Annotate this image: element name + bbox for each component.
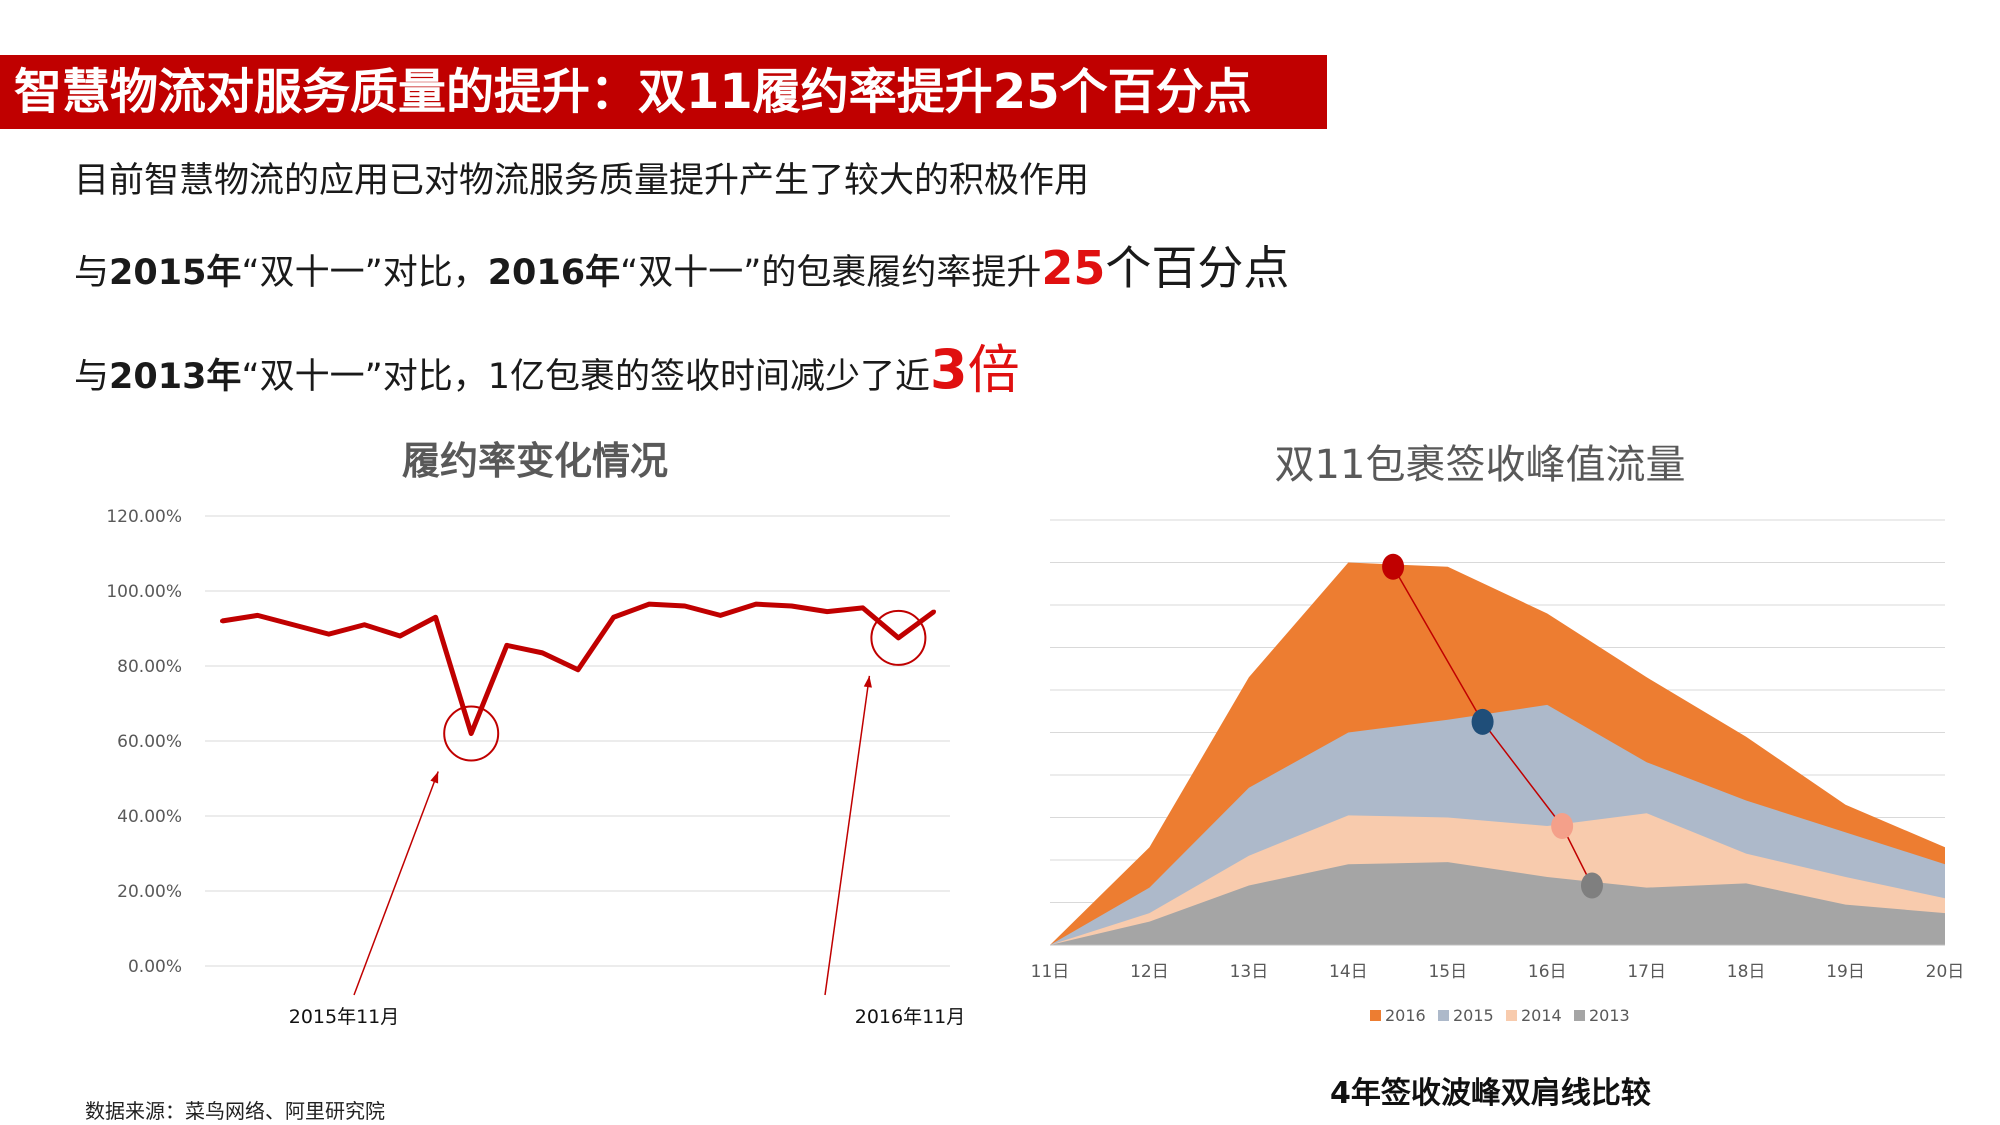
- chart2-x-tick-label: 16日: [1528, 962, 1567, 982]
- chart1-data-point: [576, 667, 580, 672]
- chart1-x-label: 2015年11月: [289, 1006, 400, 1028]
- peak-flow-chart: 双11包裹签收峰值流量 11日 12日 13日 14日 15日 16日 17日 18日 19日 20…: [1031, 442, 1965, 1025]
- bullet-line-2: 与2015年“双十一”对比，2016年“双十一”的包裹履约率提升25个百分点: [74, 232, 1289, 298]
- chart2-legend-swatch: [1438, 1010, 1449, 1021]
- chart2-x-tick-label: 12日: [1130, 962, 1169, 982]
- chart1-data-point: [825, 609, 830, 614]
- chart1-data-point: [789, 604, 794, 608]
- line3-compare: “双十一”对比，: [241, 357, 488, 397]
- chart1-data-point: [896, 635, 901, 640]
- chart1-data-point: [433, 615, 438, 620]
- chart1-data-point: [398, 634, 402, 638]
- chart2-x-tick-label: 20日: [1926, 962, 1965, 982]
- chart2-legend-label: 2014: [1521, 1006, 1562, 1025]
- chart1-data-point: [291, 622, 296, 627]
- chart2-marker-2014: [1551, 813, 1574, 839]
- line3-unit: 倍: [967, 341, 1020, 401]
- chart2-marker-2013: [1580, 872, 1603, 899]
- line3-text: 1亿包裹的签收时间减少了近: [487, 357, 930, 397]
- chart2-marker-connector: [1392, 566, 1593, 886]
- chart2-area-2013: [1050, 862, 1945, 945]
- chart1-data-point: [932, 609, 936, 614]
- chart2-legend-swatch: [1370, 1010, 1381, 1021]
- title-banner: 智慧物流对服务质量的提升：双11履约率提升25个百分点: [0, 55, 1327, 129]
- fulfillment-rate-chart: 履约率变化情况 0.00% 20.00% 40.00% 60.00% 80.00% 100.…: [106, 439, 965, 1028]
- chart1-y-tick-label: 20.00%: [117, 882, 182, 902]
- chart2-legend-swatch: [1574, 1010, 1585, 1021]
- chart1-data-point: [718, 613, 723, 618]
- line2-year-2016: 2016年: [487, 253, 621, 293]
- line3-year-2013: 2013年: [109, 357, 242, 397]
- chart2-legend-label: 2015: [1453, 1006, 1494, 1025]
- chart2-title: 双11包裹签收峰值流量: [1275, 442, 1686, 488]
- chart1-annotation-arrow: [824, 675, 871, 996]
- chart1-y-tick-label: 80.00%: [117, 657, 182, 677]
- chart2-marker-2016: [1382, 553, 1405, 580]
- chart1-y-tick-label: 40.00%: [117, 807, 182, 827]
- chart1-data-point: [504, 643, 509, 648]
- line2-year-2015: 2015年: [109, 253, 242, 293]
- chart2-legend-swatch: [1506, 1010, 1517, 1021]
- chart1-highlight-circle: [870, 609, 927, 666]
- chart1-annotation-arrow: [353, 771, 439, 996]
- chart2-legend-label: 2016: [1385, 1006, 1426, 1025]
- line3-prefix: 与: [74, 357, 110, 397]
- chart2-x-tick-label: 17日: [1627, 962, 1666, 982]
- chart2-x-tick-label: 19日: [1826, 962, 1865, 982]
- chart1-data-point: [754, 602, 758, 607]
- chart1-y-tick-label: 120.00%: [106, 507, 182, 527]
- chart1-data-point: [860, 605, 865, 610]
- chart2-x-tick-label: 11日: [1031, 962, 1070, 982]
- line2-highlight-number: 25: [1041, 241, 1106, 295]
- chart1-data-point: [255, 613, 260, 618]
- chart1-data-point: [326, 632, 331, 637]
- bullet-line-1: 目前智慧物流的应用已对物流服务质量提升产生了较大的积极作用: [74, 161, 1090, 201]
- chart1-highlight-circle: [443, 705, 500, 762]
- chart1-data-point: [540, 650, 545, 655]
- chart1-y-tick-label: 60.00%: [117, 732, 182, 752]
- chart2-x-tick-label: 13日: [1230, 962, 1269, 982]
- chart1-title: 履约率变化情况: [402, 439, 668, 483]
- chart1-data-point: [682, 604, 687, 608]
- line2-text: “双十一”的包裹履约率提升: [620, 253, 1042, 293]
- chart2-legend-label: 2013: [1589, 1006, 1630, 1025]
- bullet-line-3: 与2013年“双十一”对比，1亿包裹的签收时间减少了近3倍: [74, 328, 1020, 403]
- chart1-data-point: [469, 731, 474, 736]
- chart2-x-tick-label: 14日: [1329, 962, 1368, 982]
- chart1-data-point: [220, 619, 224, 623]
- data-source-note: 数据来源：菜鸟网络、阿里研究院: [85, 1099, 385, 1123]
- chart1-arrowhead: [863, 675, 872, 688]
- line2-prefix: 与: [74, 253, 110, 293]
- chart1-data-point: [362, 622, 367, 627]
- page-title: 智慧物流对服务质量的提升：双11履约率提升25个百分点: [14, 64, 1252, 120]
- area-chart-caption: 4年签收波峰双肩线比较: [1330, 1076, 1651, 1111]
- chart1-data-point: [611, 615, 616, 620]
- line2-compare: “双十一”对比，: [241, 253, 488, 293]
- chart1-y-tick-label: 0.00%: [128, 957, 182, 977]
- line2-unit: 个百分点: [1105, 241, 1290, 295]
- chart2-x-tick-label: 18日: [1727, 962, 1766, 982]
- chart1-y-tick-label: 100.00%: [106, 582, 182, 602]
- chart1-data-point: [647, 602, 652, 607]
- chart2-x-tick-label: 15日: [1428, 962, 1467, 982]
- line3-highlight-number: 3: [929, 338, 968, 401]
- chart1-x-label: 2016年11月: [855, 1006, 966, 1028]
- chart1-arrowhead: [430, 771, 439, 784]
- chart2-marker-2015: [1471, 708, 1494, 735]
